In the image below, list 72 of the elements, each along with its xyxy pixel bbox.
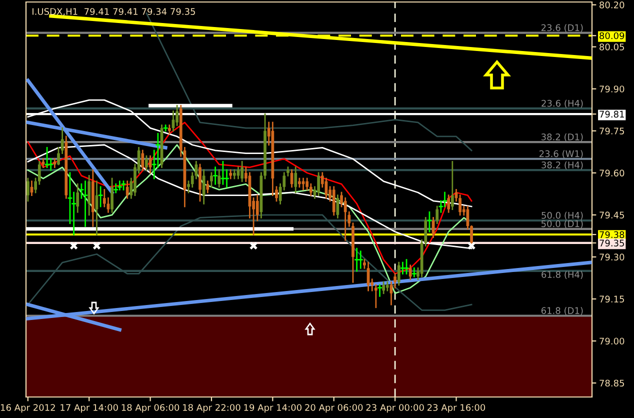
candlestick xyxy=(206,180,210,194)
ref-line-label: 38.2 (H4) xyxy=(542,161,583,170)
candlestick xyxy=(240,160,244,182)
x-tick-label: 23 Apr 16:00 xyxy=(427,404,486,413)
candlestick xyxy=(436,206,439,224)
y-tick-label: 79.81 xyxy=(600,110,624,118)
candlestick xyxy=(317,172,320,196)
x-tick-label: 16 Apr 2012 xyxy=(0,404,55,413)
y-tick-label: 79.35 xyxy=(600,240,624,246)
candlestick xyxy=(141,150,144,171)
candlestick xyxy=(344,197,347,241)
candlestick xyxy=(88,174,91,216)
y-tick-label: 79.00 xyxy=(600,338,624,345)
candlestick xyxy=(145,155,148,171)
ref-line-label: 23.6 (D1) xyxy=(541,24,583,32)
candlestick xyxy=(358,250,363,269)
y-tick-label: 80.09 xyxy=(600,32,624,40)
y-tick-label: 79.38 xyxy=(600,231,624,238)
candlestick xyxy=(198,164,202,202)
ref-line-label: 61.8 (H4) xyxy=(542,270,583,279)
x-tick-label: 20 Apr 06:00 xyxy=(305,404,363,413)
candlestick xyxy=(336,194,340,218)
x-tick-label: 18 Apr 22:00 xyxy=(183,404,240,413)
candlestick xyxy=(256,194,259,222)
candlestick xyxy=(408,264,412,280)
candlestick xyxy=(110,178,114,213)
ref-line-label: 38.2 (D1) xyxy=(541,133,583,142)
x-tick-label: 19 Apr 14:00 xyxy=(244,404,302,413)
y-tick-label: 79.45 xyxy=(600,212,624,218)
candlestick xyxy=(218,169,221,188)
y-tick-label: 79.60 xyxy=(600,170,624,176)
ref-line-label: 50.0 (H4) xyxy=(542,212,583,220)
candlestick xyxy=(427,211,432,232)
y-tick-label: 80.05 xyxy=(600,44,624,50)
candlestick xyxy=(126,180,129,199)
candlestick xyxy=(114,183,118,194)
candlestick xyxy=(106,197,110,213)
line-series xyxy=(27,144,472,250)
line-series xyxy=(27,144,468,294)
y-tick-label: 78.85 xyxy=(600,380,624,387)
y-tick-label: 79.75 xyxy=(600,128,624,134)
candlestick xyxy=(294,166,298,194)
candlestick xyxy=(404,259,409,274)
candlestick xyxy=(26,178,30,202)
candlestick xyxy=(76,183,80,213)
y-tick-label: 80.20 xyxy=(600,2,624,8)
candlestick xyxy=(202,169,206,204)
candlestick xyxy=(83,180,88,227)
candlestick xyxy=(378,284,382,297)
x-tick-label: 18 Apr 06:00 xyxy=(122,404,180,413)
candlestick xyxy=(224,169,229,188)
candlestick xyxy=(220,160,226,185)
candlestick xyxy=(98,186,103,208)
candlestick xyxy=(332,186,336,216)
y-tick-label: 79.15 xyxy=(600,296,624,303)
ref-line-label: 50.0 (D1) xyxy=(541,220,583,228)
ref-line-label: 61.8 (D1) xyxy=(541,307,583,316)
ref-line-label: 23.6 (W1) xyxy=(539,150,583,158)
text: I.USDX,H1 79.41 79.41 79.34 79.35 xyxy=(32,8,196,16)
y-tick-label: 79.90 xyxy=(600,86,624,92)
candlestick xyxy=(397,262,400,286)
y-tick-label: 79.30 xyxy=(600,254,624,260)
ref-line-label: 23.6 (H4) xyxy=(542,100,583,108)
candlestick xyxy=(382,281,386,294)
candlestick xyxy=(450,160,454,210)
candlestick xyxy=(156,132,160,168)
x-tick-label: 23 Apr 00:00 xyxy=(366,404,424,413)
candlestick xyxy=(447,194,450,213)
candlestick xyxy=(210,172,213,188)
x-tick-label: 17 Apr 14:00 xyxy=(60,404,118,413)
candlestick xyxy=(163,124,168,132)
candlestick xyxy=(48,158,54,171)
